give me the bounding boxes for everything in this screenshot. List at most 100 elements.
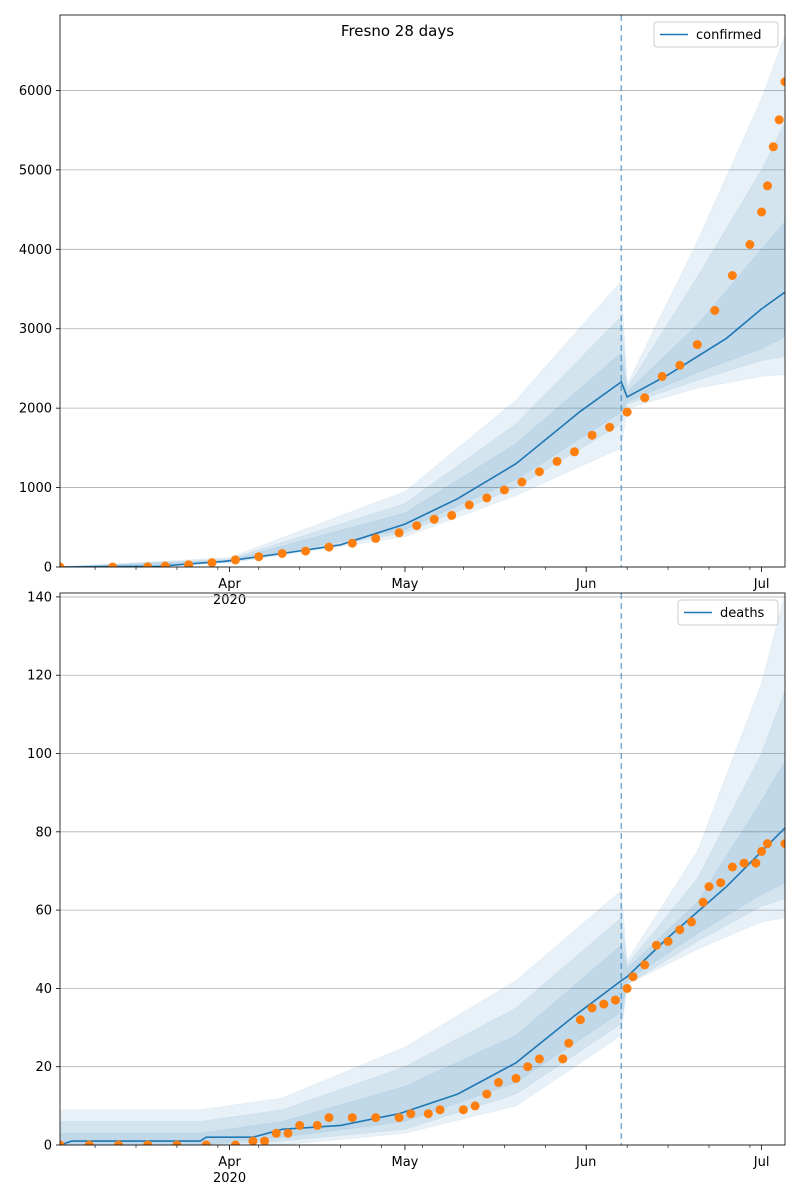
data-point: [371, 533, 381, 543]
confidence-band-3: [60, 760, 785, 1145]
x-tick-sublabel: 2020: [213, 1171, 246, 1186]
data-point: [271, 1128, 281, 1138]
data-point: [201, 1140, 211, 1145]
data-point: [230, 1140, 240, 1145]
data-point: [230, 555, 240, 565]
legend: deaths: [677, 599, 779, 626]
data-point: [324, 1113, 334, 1123]
data-point: [523, 1062, 533, 1072]
data-point: [60, 562, 65, 567]
x-tick-label: May: [392, 1155, 419, 1170]
data-point: [704, 882, 714, 892]
data-point: [675, 925, 685, 935]
data-point: [324, 542, 334, 552]
data-point: [640, 393, 650, 403]
x-tick-label: Apr: [218, 577, 241, 592]
data-point: [774, 115, 784, 125]
data-point: [406, 1109, 416, 1119]
legend: confirmed: [653, 21, 779, 48]
data-point: [570, 447, 579, 457]
data-point: [657, 371, 667, 381]
data-point: [447, 510, 457, 520]
y-tick-label: 2000: [19, 402, 52, 417]
data-point: [716, 878, 726, 888]
data-point: [394, 1113, 404, 1123]
data-point: [599, 999, 609, 1009]
data-point: [114, 1140, 123, 1145]
data-point: [347, 538, 357, 548]
data-point: [470, 1101, 480, 1111]
data-point: [108, 562, 118, 567]
data-point: [757, 207, 767, 217]
data-point: [248, 1136, 258, 1145]
data-point: [763, 839, 772, 849]
data-point: [482, 493, 492, 503]
data-point: [751, 858, 761, 868]
data-point: [768, 142, 778, 152]
data-point: [429, 514, 439, 524]
data-point: [727, 271, 737, 280]
data-point: [301, 546, 311, 556]
data-point: [534, 1054, 544, 1064]
plot-area: [60, 15, 785, 567]
y-tick-label: 0: [44, 561, 52, 576]
data-point: [283, 1128, 293, 1138]
data-point: [710, 306, 720, 315]
x-tick-label: Jul: [753, 577, 770, 592]
data-point: [458, 1105, 468, 1115]
legend-box: [653, 21, 779, 48]
data-point: [739, 858, 749, 868]
data-point: [745, 240, 755, 249]
x-tick-label: Jun: [575, 1155, 596, 1170]
data-point: [780, 839, 785, 849]
y-tick-label: 40: [35, 982, 52, 997]
data-point: [605, 422, 615, 432]
legend-label: deaths: [720, 606, 765, 621]
data-point: [687, 917, 696, 927]
legend-label: confirmed: [696, 28, 762, 43]
data-point: [312, 1120, 322, 1130]
confidence-band-2: [60, 121, 785, 567]
data-point: [254, 552, 264, 562]
data-point: [757, 846, 767, 856]
data-point: [207, 558, 217, 567]
data-point: [517, 477, 527, 487]
data-point: [575, 1015, 585, 1025]
data-point: [780, 77, 785, 87]
data-point: [663, 936, 673, 946]
data-point: [277, 549, 287, 558]
x-tick-label: May: [392, 577, 419, 592]
data-point: [622, 407, 632, 417]
legend-box: [677, 599, 779, 626]
data-point: [692, 340, 702, 350]
data-point: [494, 1077, 503, 1087]
y-tick-label: 20: [35, 1060, 52, 1075]
chart-title: Fresno 28 days: [341, 22, 454, 40]
y-tick-label: 80: [35, 825, 52, 840]
data-point: [160, 561, 170, 567]
data-point: [587, 430, 597, 440]
data-point: [84, 1140, 94, 1145]
data-point: [763, 181, 772, 191]
data-point: [464, 500, 474, 510]
x-tick-label: Jul: [753, 1155, 770, 1170]
data-point: [412, 521, 422, 531]
data-point: [184, 560, 194, 567]
x-tick-label: Apr: [218, 1155, 241, 1170]
data-point: [564, 1038, 574, 1048]
data-point: [435, 1105, 445, 1115]
data-point: [423, 1109, 433, 1119]
series-line-confirmed: [60, 291, 785, 567]
confidence-band-3: [60, 220, 785, 567]
data-point: [511, 1073, 521, 1083]
y-tick-label: 120: [27, 669, 52, 684]
y-tick-label: 6000: [19, 84, 52, 99]
data-point: [172, 1140, 182, 1145]
data-point: [347, 1113, 357, 1123]
y-tick-label: 1000: [19, 481, 52, 496]
data-point: [482, 1089, 492, 1099]
x-tick-sublabel: 2020: [213, 593, 246, 608]
confidence-band-1: [60, 34, 785, 567]
